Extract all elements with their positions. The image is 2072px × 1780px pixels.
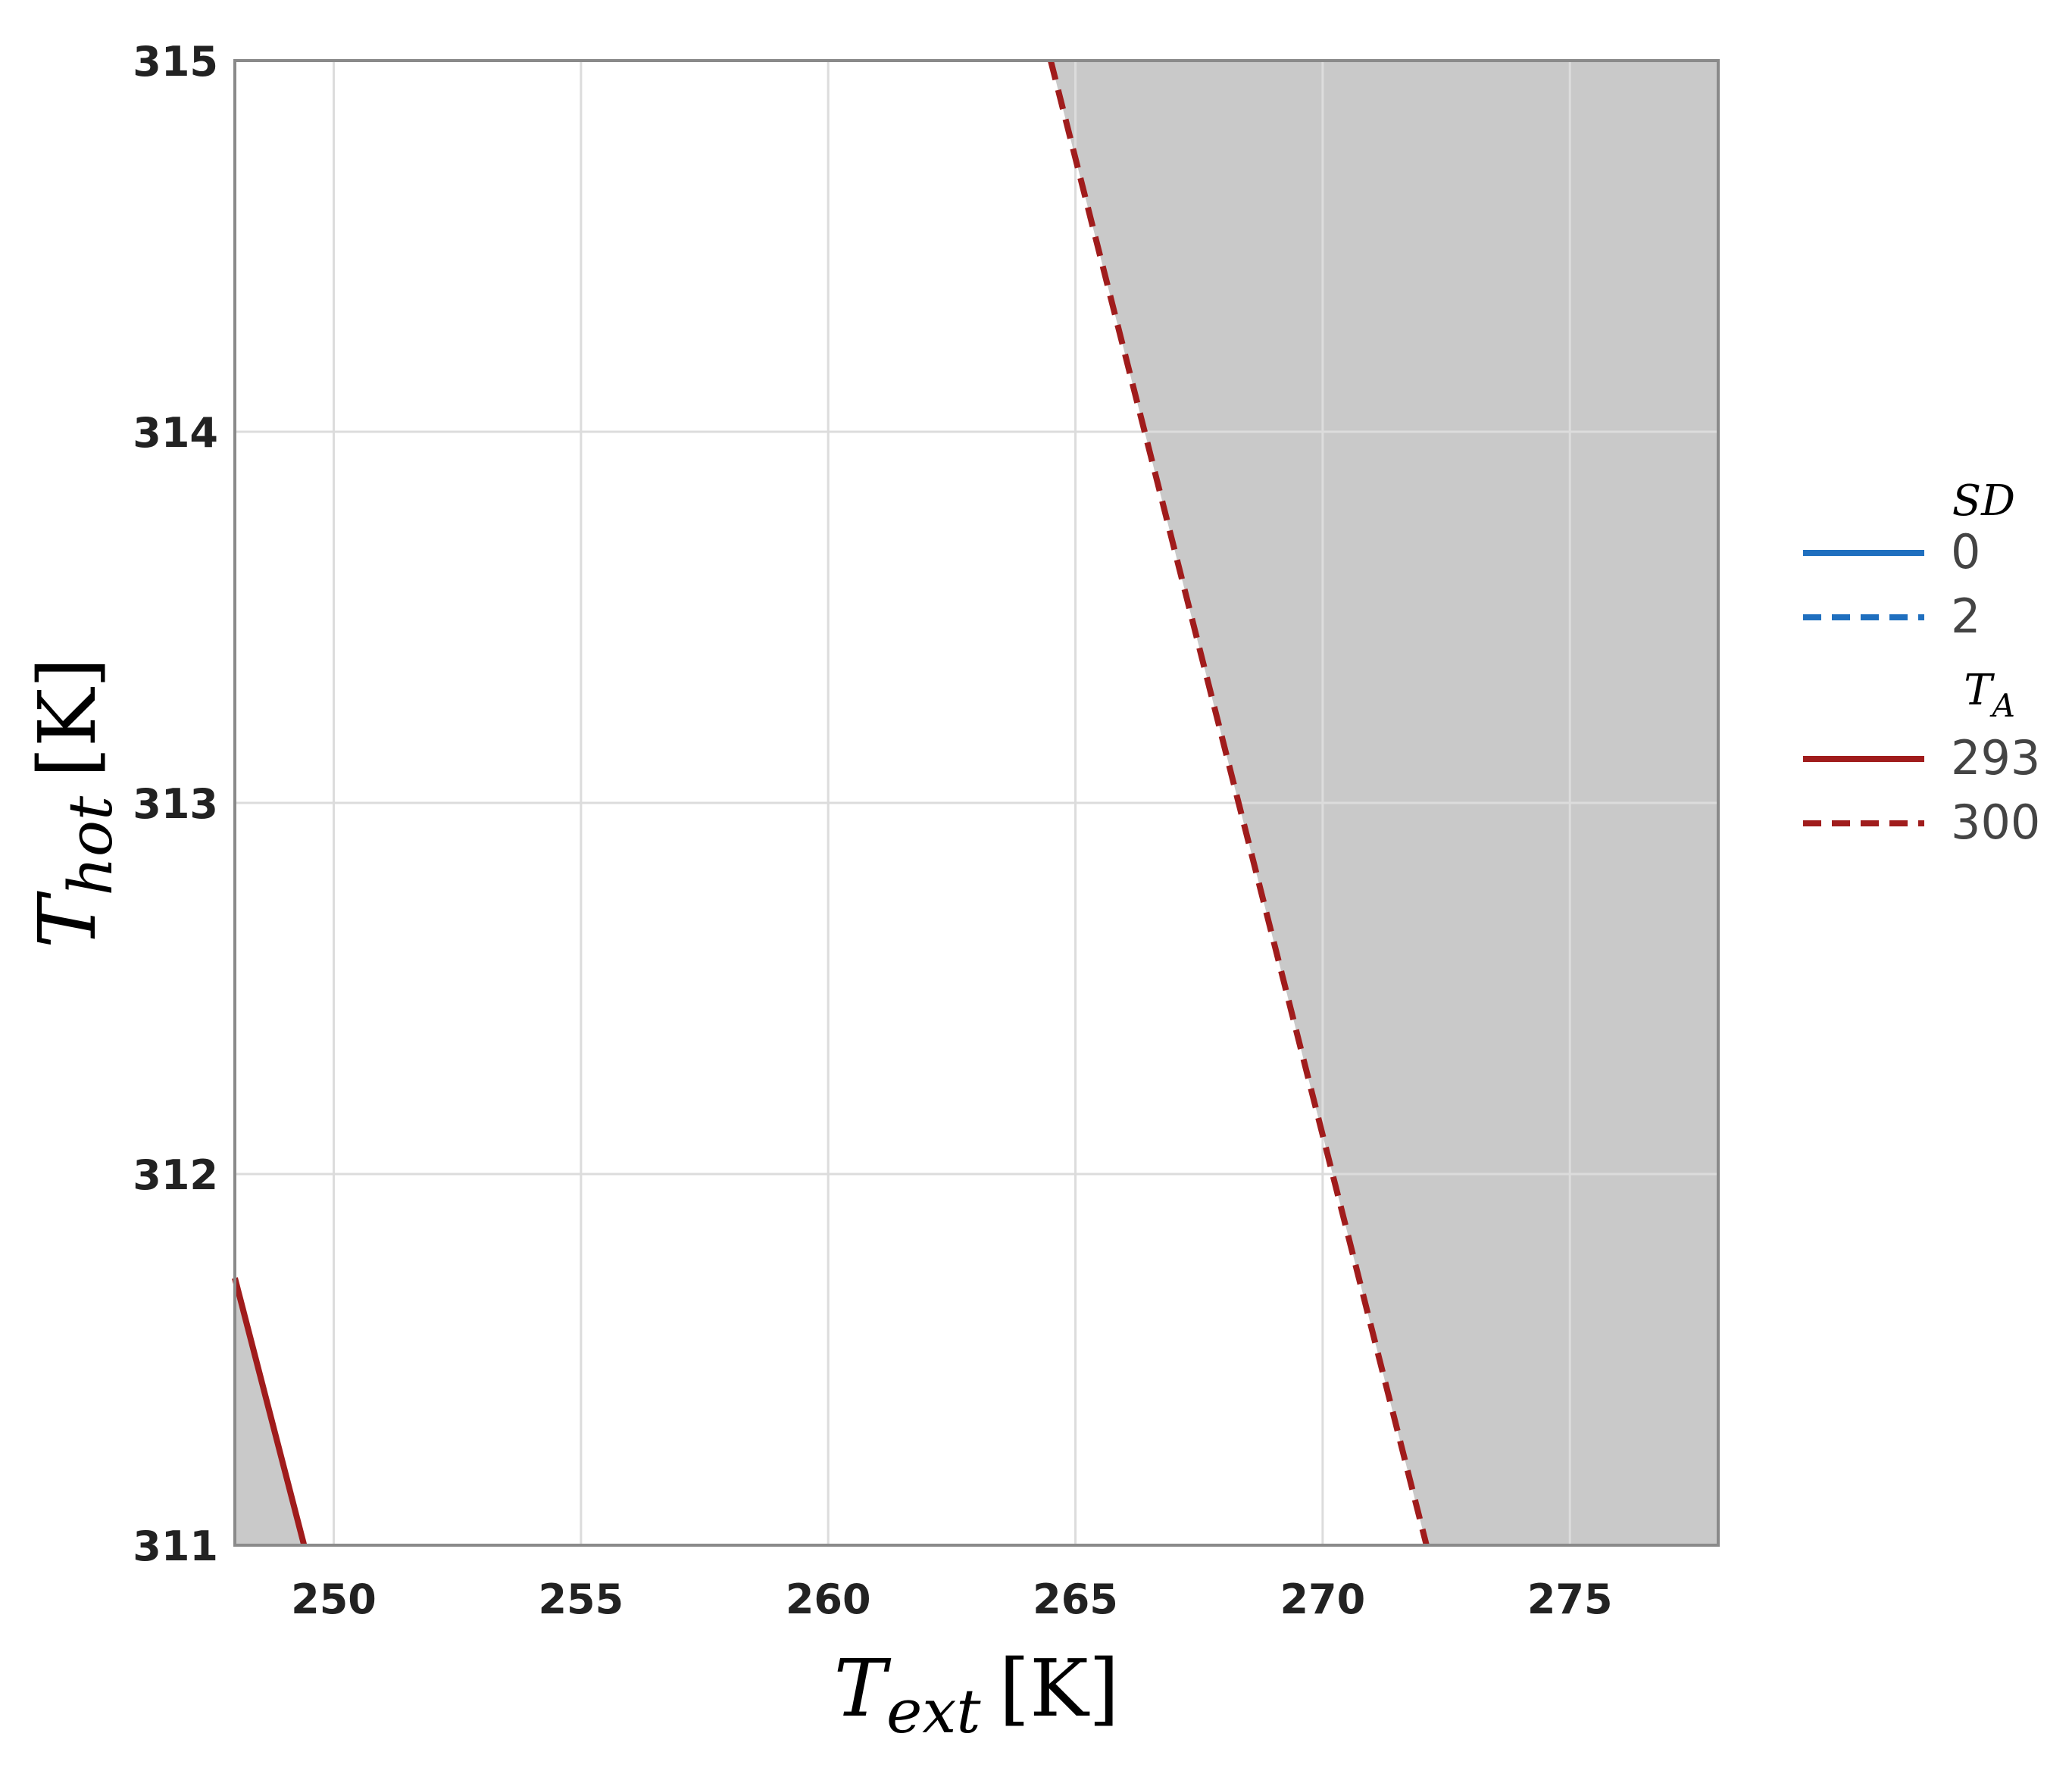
x-tick-label: 270 (1280, 1575, 1365, 1623)
legend-label: 2 (1951, 589, 1980, 644)
series-line-TA-293 (232, 1277, 308, 1547)
x-axis-title: Text [K] (834, 1642, 1120, 1747)
y-tick-label: 314 (133, 409, 218, 457)
legend-label: 293 (1951, 730, 2040, 785)
series-line-TA-300 (1048, 60, 1430, 1546)
legend: SD0 2 TA 293 300 (1803, 476, 2040, 850)
y-tick-label: 311 (133, 1522, 218, 1570)
x-tick-label: 265 (1033, 1575, 1118, 1623)
x-tick-label: 260 (786, 1575, 871, 1623)
legend-label: 300 (1951, 795, 2040, 850)
legend-title: SD (1952, 476, 2015, 526)
x-tick-label: 275 (1527, 1575, 1613, 1623)
legend-label: 0 (1951, 524, 1980, 579)
y-axis-title: Thot[K] (21, 657, 126, 948)
tick-labels: 250 255 260 265 270 275 311 312 313 314 315 (133, 38, 1612, 1623)
y-tick-label: 315 (133, 38, 218, 86)
plot-frame (233, 59, 1720, 1547)
x-tick-label: 255 (538, 1575, 623, 1623)
y-tick-label: 312 (133, 1151, 218, 1199)
legend-title: TA (1964, 666, 2015, 724)
x-tick-label: 250 (291, 1575, 377, 1623)
gridlines (235, 61, 1718, 1545)
y-tick-label: 313 (133, 780, 218, 828)
series-lines (232, 60, 1430, 1547)
